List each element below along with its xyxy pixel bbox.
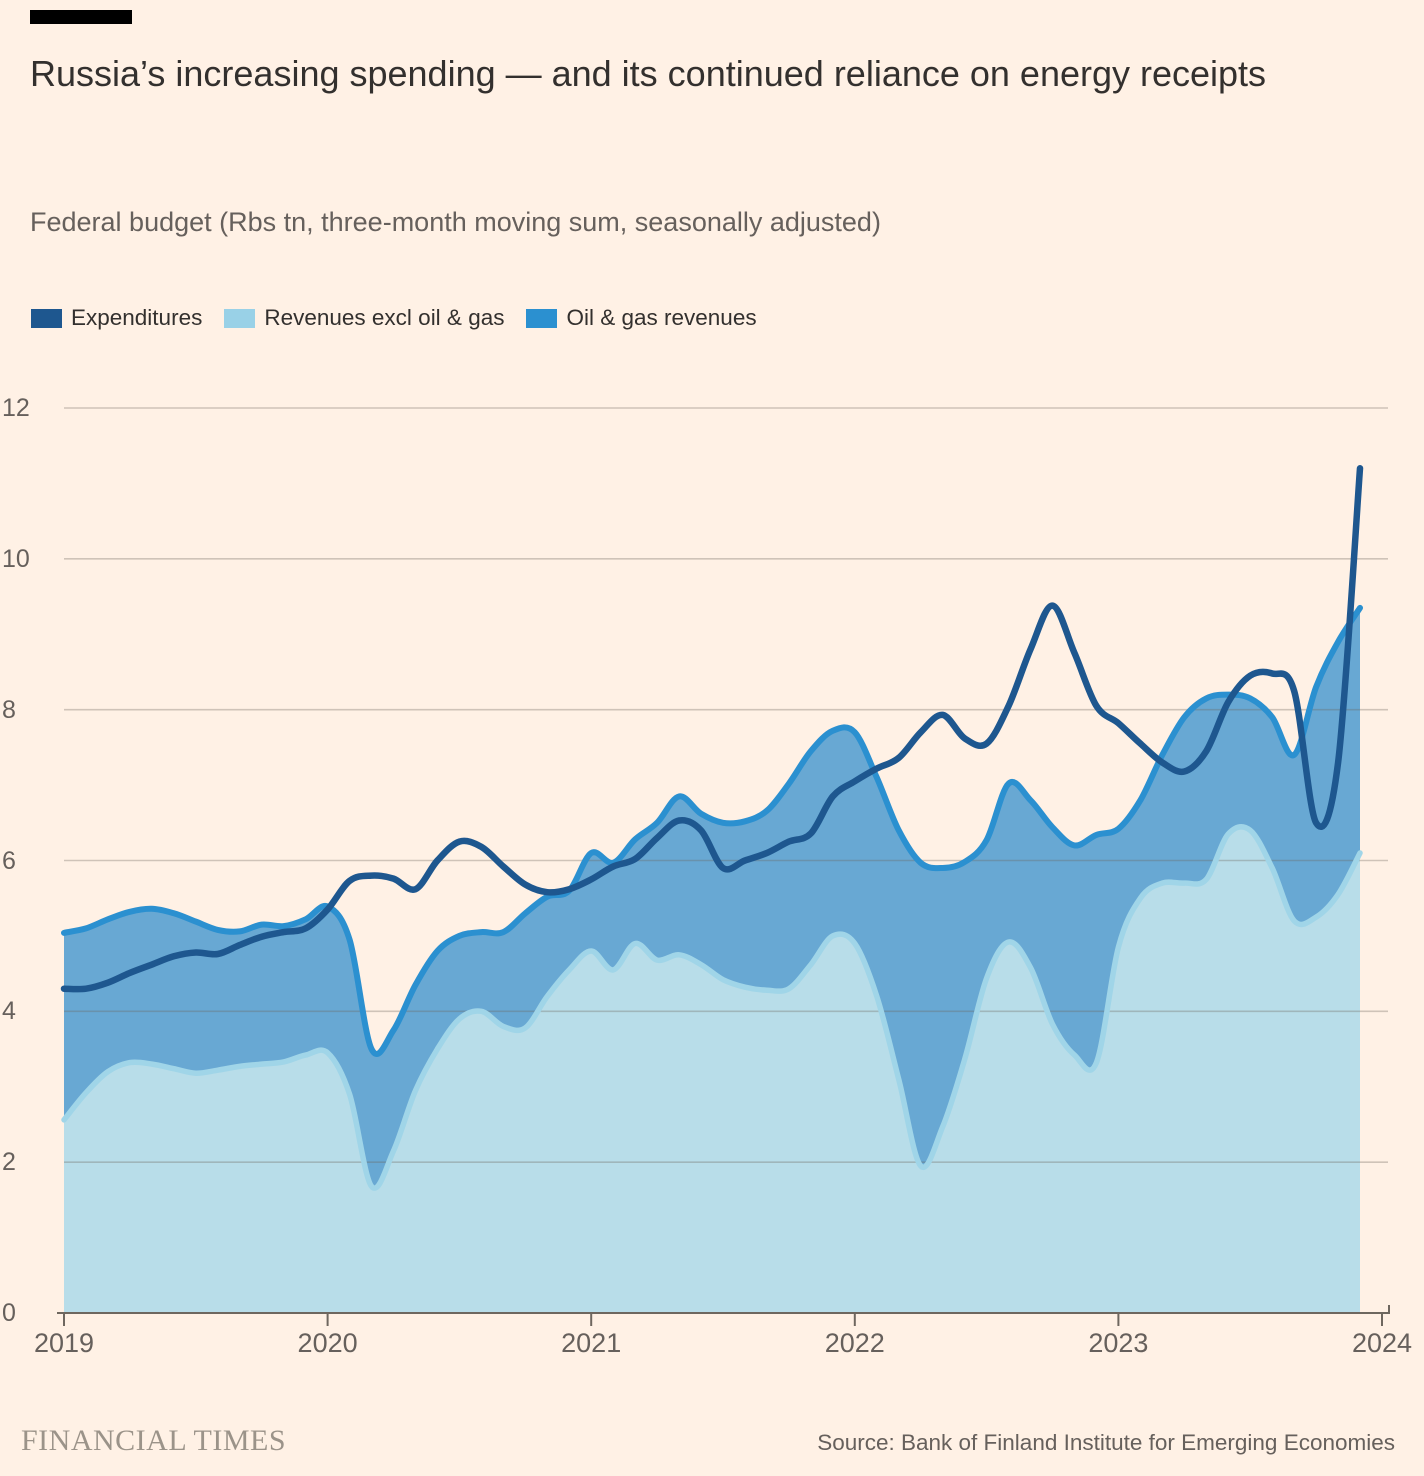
legend-swatch-icon [224, 308, 256, 328]
total-revenues-line [61, 604, 1363, 1057]
source-credit: Source: Bank of Finland Institute for Em… [817, 1430, 1395, 1455]
x-axis-label-2023: 2023 [1088, 1328, 1149, 1358]
legend-swatch-icon [31, 308, 62, 328]
page-title: Russia’s increasing spending — and its c… [30, 53, 1267, 94]
brand-bar [30, 10, 132, 24]
expenditures-line [60, 465, 1364, 993]
legend-item-revenues-excl-oil-gas: Revenues excl oil & gas [224, 305, 504, 331]
x-axis-label-2022: 2022 [824, 1328, 885, 1358]
legend-label: Expenditures [71, 305, 203, 330]
x-axis-label-2019: 2019 [33, 1328, 95, 1358]
y-axis-label-6: 6 [2, 846, 16, 875]
y-axis-label-4: 4 [2, 997, 16, 1026]
y-axis-label-8: 8 [2, 695, 16, 724]
legend: Expenditures Revenues excl oil & gas Oil &… [31, 305, 757, 331]
legend-item-oil-gas-revenues: Oil & gas revenues [526, 305, 757, 331]
revenues-excl-oil-gas-area [64, 826, 1360, 1313]
legend-label: Revenues excl oil & gas [264, 305, 505, 330]
chart-subtitle: Federal budget (Rbs tn, three-month movi… [30, 207, 881, 237]
legend-swatch-icon [526, 308, 558, 328]
x-axis-label-2020: 2020 [297, 1328, 358, 1358]
x-axis-label-2024: 2024 [1351, 1328, 1413, 1358]
revenues-excl-oil-gas-edge [61, 824, 1363, 1191]
y-axis-label-10: 10 [2, 544, 30, 573]
y-axis-label-12: 12 [2, 394, 30, 422]
ft-logo: FINANCIAL TIMES [21, 1424, 287, 1457]
legend-item-expenditures: Expenditures [31, 305, 202, 331]
y-axis-label-0: 0 [2, 1299, 16, 1327]
x-axis-label-2021: 2021 [561, 1328, 622, 1358]
y-axis-label-2: 2 [2, 1148, 16, 1177]
legend-label: Oil & gas revenues [566, 305, 757, 330]
